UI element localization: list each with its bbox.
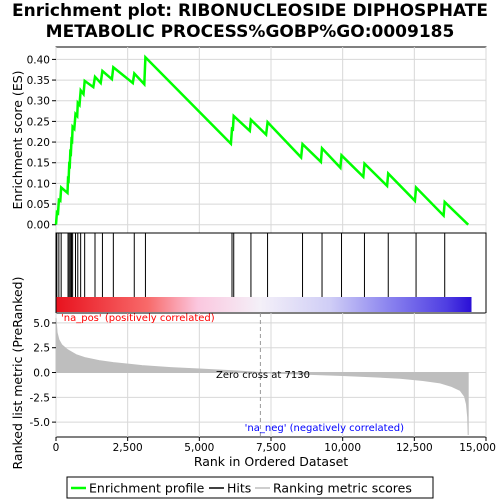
hit-markers xyxy=(56,233,446,297)
chart-title-line-2: METABOLIC PROCESS%GOBP%GO:0009185 xyxy=(45,22,455,42)
es-grid xyxy=(55,47,487,233)
ranking-y-tick-label: -5.0 xyxy=(30,417,51,429)
es-y-tick-label: 0.35 xyxy=(27,75,50,87)
es-y-axis: 0.00 0.05 0.10 0.15 0.20 0.25 0.30 0.35 0.40 xyxy=(27,54,56,232)
x-tick-label: 2,500 xyxy=(113,442,143,454)
ranking-y-tick-label: 5.0 xyxy=(33,318,50,330)
x-axis-label: Rank in Ordered Dataset xyxy=(194,454,348,469)
ranking-y-tick-label: -2.5 xyxy=(30,392,51,404)
zero-cross-label: Zero cross at 7130 xyxy=(216,370,310,381)
chart-title-line-1: Enrichment plot: RIBONUCLEOSIDE DIPHOSPH… xyxy=(11,1,488,21)
x-tick-label: 12,500 xyxy=(396,442,433,454)
ranking-metric-area xyxy=(55,317,469,436)
ranking-color-band xyxy=(56,297,472,312)
negative-correlation-label: 'na_neg' (negatively correlated) xyxy=(245,423,404,434)
ranking-y-tick-label: 0.0 xyxy=(33,368,50,380)
positive-correlation-label: 'na_pos' (positively correlated) xyxy=(61,313,215,324)
ranking-y-axis: -5.0 -2.5 0.0 2.5 5.0 xyxy=(30,318,56,429)
enrichment-profile-line xyxy=(54,54,470,226)
es-y-tick-label: 0.10 xyxy=(27,178,50,190)
x-axis: 0 2,500 5,000 7,500 10,000 12,500 15,000 xyxy=(53,437,496,454)
x-tick-label: 0 xyxy=(53,442,60,454)
es-y-tick-label: 0.30 xyxy=(27,96,50,108)
x-tick-label: 5,000 xyxy=(184,442,214,454)
x-tick-label: 15,000 xyxy=(459,442,496,454)
es-y-tick-label: 0.05 xyxy=(27,199,50,211)
es-y-axis-label: Enrichment score (ES) xyxy=(10,70,25,209)
legend-ranking-label: Ranking metric scores xyxy=(273,481,412,496)
legend-box xyxy=(66,476,434,499)
es-y-tick-label: 0.25 xyxy=(27,116,50,128)
legend-enrichment-label: Enrichment profile xyxy=(89,481,205,496)
ranking-y-tick-label: 2.5 xyxy=(33,343,50,355)
x-tick-label: 10,000 xyxy=(324,442,361,454)
x-tick-label: 7,500 xyxy=(256,442,286,454)
es-y-tick-label: 0.20 xyxy=(27,137,50,149)
es-y-tick-label: 0.15 xyxy=(27,158,50,170)
es-y-tick-label: 0.00 xyxy=(27,220,50,232)
ranking-y-axis-label: Ranked list metric (PreRanked) xyxy=(10,277,25,470)
es-y-tick-label: 0.40 xyxy=(27,54,50,66)
legend-hits-label: Hits xyxy=(227,481,251,496)
